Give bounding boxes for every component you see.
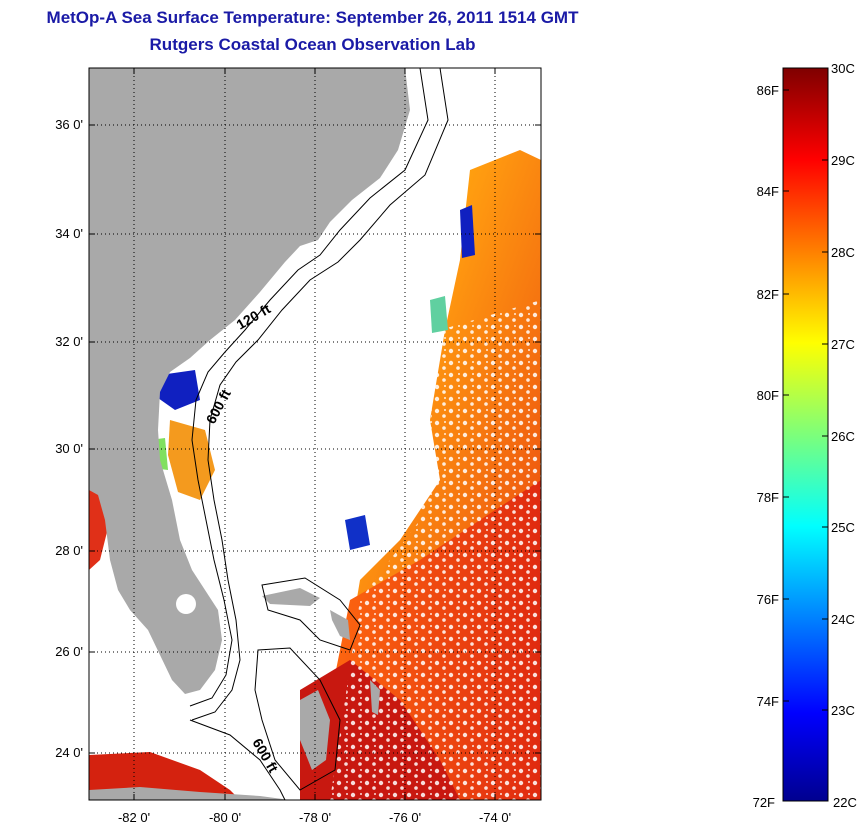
colorbar-c-label: 25C	[831, 520, 855, 535]
graticule	[89, 68, 541, 800]
map-subtitle: Rutgers Coastal Ocean Observation Lab	[149, 35, 476, 54]
colorbar-f-label: 84F	[757, 184, 779, 199]
latitude-labels: 24 0' 26 0' 28 0' 30 0' 32 0' 34 0' 36 0…	[55, 117, 83, 760]
sst-nearshore-orange	[168, 420, 215, 500]
sst-offshore-blue	[460, 205, 475, 258]
map-title: MetOp-A Sea Surface Temperature: Septemb…	[46, 8, 579, 27]
land-bahamas-grand-bahama	[262, 588, 320, 606]
land-bahamas-eleuthera	[370, 680, 380, 715]
lon-label: -82 0'	[118, 810, 150, 825]
contour-600ft	[191, 68, 449, 721]
colorbar-c-label: 23C	[831, 703, 855, 718]
lon-label: -74 0'	[479, 810, 511, 825]
colorbar-c-label: 24C	[831, 612, 855, 627]
map-area	[89, 68, 541, 800]
sst-shelf-blue	[345, 515, 370, 550]
contour-120ft	[189, 68, 429, 707]
colorbar	[782, 67, 829, 802]
sst-nearshore-blue	[158, 370, 200, 410]
land-us-southeast	[89, 68, 410, 694]
contour-bahamas-bank	[254, 577, 361, 791]
lon-label: -76 0'	[389, 810, 421, 825]
tick-marks	[89, 68, 541, 800]
colorbar-f-label: 86F	[757, 83, 779, 98]
lon-label: -78 0'	[299, 810, 331, 825]
lake-okeechobee	[176, 594, 196, 614]
land-cuba	[89, 787, 290, 800]
lat-label: 28 0'	[55, 543, 83, 558]
colorbar-f-label: 74F	[757, 694, 779, 709]
colorbar-f-label: 80F	[757, 388, 779, 403]
lon-label: -80 0'	[209, 810, 241, 825]
colorbar-c-label: 29C	[831, 153, 855, 168]
colorbar-ticks	[783, 89, 828, 711]
lat-label: 34 0'	[55, 226, 83, 241]
colorbar-c-label: 27C	[831, 337, 855, 352]
colorbar-c-label: 26C	[831, 429, 855, 444]
colorbar-f-label: 76F	[757, 592, 779, 607]
lat-label: 36 0'	[55, 117, 83, 132]
land-bahamas-andros	[300, 690, 330, 770]
colorbar-c-label: 22C	[833, 795, 857, 810]
colorbar-c-label: 30C	[831, 61, 855, 76]
cloud-mask	[330, 300, 541, 800]
land-bahamas-abaco	[330, 610, 350, 640]
colorbar-c-label: 28C	[831, 245, 855, 260]
colorbar-f-labels: 86F 84F 82F 80F 78F 76F 74F 72F	[753, 83, 779, 810]
sst-offshore-green	[430, 296, 448, 333]
lat-label: 26 0'	[55, 644, 83, 659]
colorbar-c-labels: 30C 29C 28C 27C 26C 25C 24C 23C 22C	[831, 61, 857, 810]
colorbar-f-label: 78F	[757, 490, 779, 505]
contour-florida-straits	[189, 719, 286, 800]
lat-label: 30 0'	[55, 441, 83, 456]
longitude-labels: -82 0' -80 0' -78 0' -76 0' -74 0'	[118, 810, 511, 825]
colorbar-f-label: 82F	[757, 287, 779, 302]
lat-label: 24 0'	[55, 745, 83, 760]
lat-label: 32 0'	[55, 334, 83, 349]
colorbar-f-label: 72F	[753, 795, 775, 810]
